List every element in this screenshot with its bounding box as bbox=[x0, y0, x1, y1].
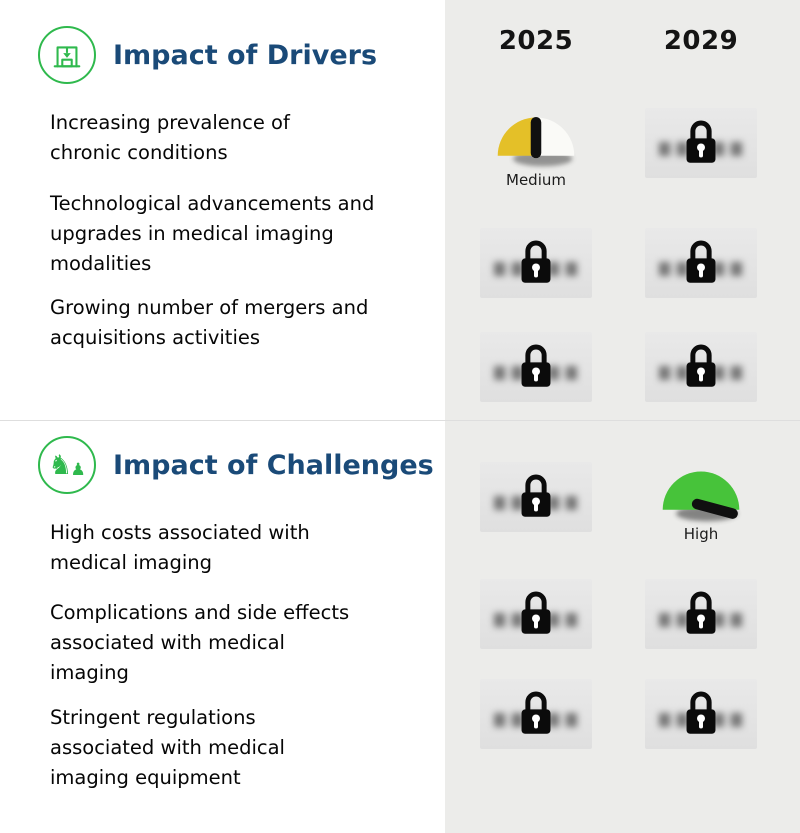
gauge-high-dial bbox=[662, 471, 740, 522]
padlock-icon bbox=[516, 238, 556, 285]
padlock-icon bbox=[516, 472, 556, 519]
column-header-2025: 2025 bbox=[498, 26, 574, 56]
chess-strategy-icon: ♞ ♟ bbox=[48, 449, 86, 481]
padlock-icon bbox=[516, 689, 556, 736]
challenge-item-3: Stringent regulations associated with me… bbox=[50, 706, 285, 789]
padlock-icon bbox=[681, 238, 721, 285]
column-header-2029: 2029 bbox=[663, 26, 739, 56]
challenges-icon: ♞ ♟ bbox=[38, 436, 96, 494]
challenge-item-2: Complications and side effects associate… bbox=[50, 601, 350, 684]
padlock-icon bbox=[516, 342, 556, 389]
driver-item-1: Increasing prevalence of chronic conditi… bbox=[50, 111, 290, 164]
challenges-title: Impact of Challenges bbox=[113, 450, 434, 481]
locked-indicator bbox=[645, 228, 757, 298]
gauge-high-2029: High bbox=[653, 460, 749, 543]
challenge-item-1: High costs associated with medical imagi… bbox=[50, 521, 310, 574]
locked-indicator bbox=[480, 679, 592, 749]
locked-indicator bbox=[645, 579, 757, 649]
locked-indicator bbox=[645, 108, 757, 178]
padlock-icon bbox=[681, 118, 721, 165]
locked-indicator bbox=[480, 579, 592, 649]
padlock-icon bbox=[681, 589, 721, 636]
padlock-icon bbox=[681, 342, 721, 389]
section-divider bbox=[0, 420, 800, 421]
locked-indicator bbox=[645, 679, 757, 749]
driver-item-2: Technological advancements and upgrades … bbox=[50, 192, 375, 275]
drivers-icon bbox=[38, 26, 96, 84]
press-machine-icon bbox=[53, 46, 81, 68]
locked-indicator bbox=[480, 332, 592, 402]
drivers-title: Impact of Drivers bbox=[113, 40, 378, 71]
locked-indicator bbox=[480, 228, 592, 298]
gauge-medium-dial bbox=[497, 117, 575, 167]
locked-indicator bbox=[480, 462, 592, 532]
gauge-medium-2025: Medium bbox=[488, 106, 584, 189]
gauge-medium-label: Medium bbox=[506, 171, 566, 189]
gauge-high-label: High bbox=[683, 525, 719, 543]
padlock-icon bbox=[681, 689, 721, 736]
driver-item-3: Growing number of mergers and acquisitio… bbox=[50, 296, 369, 349]
locked-indicator bbox=[645, 332, 757, 402]
padlock-icon bbox=[516, 589, 556, 636]
